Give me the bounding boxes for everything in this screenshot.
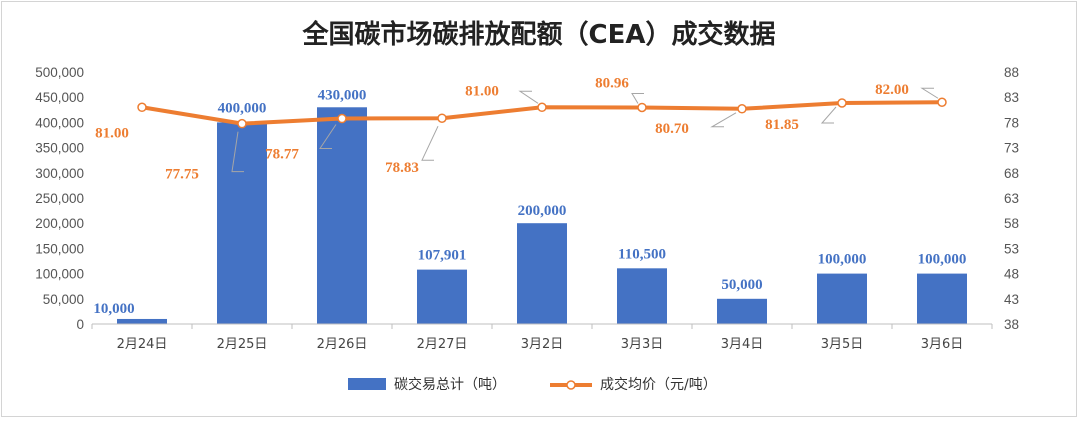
y-right-tick-label: 43 [1004, 292, 1019, 307]
bar [917, 273, 967, 324]
legend-label-line: 成交均价（元/吨） [600, 376, 717, 393]
bar-data-label: 100,000 [918, 252, 967, 268]
price-point [637, 102, 647, 113]
line-data-label: 80.70 [655, 121, 689, 137]
leader-line [231, 131, 244, 173]
line-data-label: 78.83 [385, 160, 419, 176]
line-data-label: 81.00 [465, 83, 499, 99]
y-right-tick-label: 83 [1004, 90, 1019, 105]
y-left-tick-label: 400,000 [35, 115, 84, 130]
line-data-label: 82.00 [875, 82, 909, 98]
leader-line [518, 90, 539, 104]
y-right-tick-label: 38 [1004, 317, 1019, 332]
price-point [337, 113, 347, 124]
leader-line [631, 92, 644, 104]
line-data-label: 77.75 [165, 167, 199, 183]
bar-data-label: 110,500 [618, 246, 666, 262]
bar [717, 298, 767, 324]
y-left-tick-label: 250,000 [35, 191, 84, 206]
bar [417, 269, 467, 324]
x-tick-label: 3月6日 [921, 337, 964, 352]
bar [317, 107, 367, 324]
x-tick-label: 3月2日 [521, 337, 564, 352]
y-right-tick-label: 58 [1004, 216, 1019, 231]
bar [517, 223, 567, 324]
y-left-tick-label: 500,000 [35, 65, 84, 80]
bar [117, 318, 167, 324]
price-point [937, 97, 947, 107]
bar-data-label: 430,000 [318, 87, 367, 103]
price-point [137, 102, 147, 113]
y-right-tick-label: 53 [1004, 241, 1019, 256]
leader-line [421, 126, 439, 161]
y-left-tick-label: 150,000 [35, 241, 84, 256]
x-tick-label: 3月4日 [721, 337, 764, 352]
price-point [837, 98, 847, 108]
y-left-tick-label: 0 [76, 317, 84, 332]
line-data-label: 80.96 [595, 75, 629, 91]
line-data-label: 81.85 [765, 117, 799, 133]
price-point [237, 118, 247, 129]
leader-line [920, 87, 939, 99]
x-tick-label: 3月5日 [821, 337, 864, 352]
bar-data-label: 200,000 [518, 203, 567, 219]
leader-line [820, 106, 837, 124]
y-right-tick-label: 68 [1004, 166, 1019, 181]
chart-title: 全国碳市场碳排放配额（CEA）成交数据 [302, 20, 776, 50]
price-point [437, 113, 447, 123]
x-tick-label: 2月24日 [117, 337, 168, 352]
y-right-tick-label: 88 [1004, 65, 1019, 80]
bar-data-label: 50,000 [721, 277, 762, 293]
y-left-tick-label: 450,000 [35, 90, 84, 105]
y-left-tick-label: 100,000 [35, 267, 84, 282]
legend-label-bars: 碳交易总计（吨） [394, 376, 506, 393]
x-tick-label: 2月25日 [217, 337, 268, 352]
y-right-tick-label: 78 [1004, 115, 1019, 130]
price-point [537, 102, 547, 113]
y-left-tick-label: 200,000 [35, 216, 84, 231]
bar-data-label: 107,901 [418, 248, 467, 264]
y-left-tick-label: 350,000 [35, 141, 84, 156]
bar [817, 273, 867, 324]
y-left-tick-label: 50,000 [43, 292, 84, 307]
bar-data-label: 400,000 [218, 100, 267, 116]
bar-data-label: 10,000 [93, 301, 134, 317]
y-right-tick-label: 48 [1004, 267, 1019, 282]
bar [217, 122, 267, 325]
y-left-tick-label: 300,000 [35, 166, 84, 181]
y-right-tick-label: 63 [1004, 191, 1019, 206]
y-right-tick-label: 73 [1004, 141, 1019, 156]
bar-data-label: 100,000 [818, 252, 867, 268]
x-tick-label: 3月3日 [621, 337, 664, 352]
x-tick-label: 2月27日 [417, 337, 468, 352]
bar [617, 268, 667, 324]
legend-swatch-bars [348, 378, 386, 390]
price-point [737, 104, 747, 114]
line-data-label: 78.77 [265, 147, 299, 163]
leader-line [710, 112, 737, 128]
x-tick-label: 2月26日 [317, 337, 368, 352]
line-data-label: 81.00 [95, 125, 129, 141]
legend-swatch-marker [566, 380, 576, 390]
leader-line [319, 124, 337, 150]
